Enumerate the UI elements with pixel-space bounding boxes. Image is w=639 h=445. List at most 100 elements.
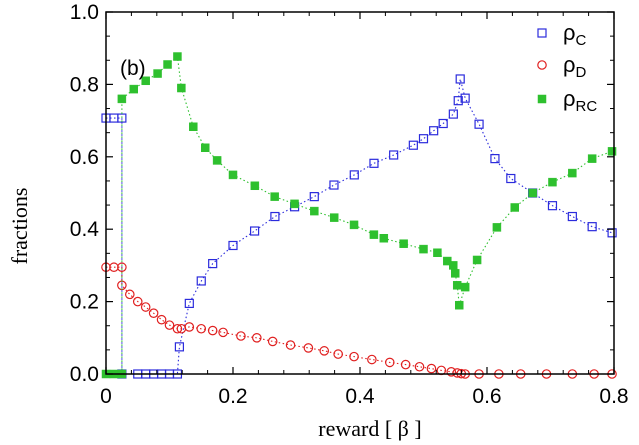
series-c-point [429,126,439,136]
series-rc-point [548,177,557,187]
series-rc-point [568,168,577,178]
series-c-point [455,74,465,84]
legend-marker-d [537,60,547,70]
series-d-point [367,354,377,365]
series-rc-point [270,192,279,201]
series-c-point [567,211,577,222]
series-c-point [547,201,558,211]
series-c-point [329,180,339,190]
series-d-point [446,367,457,377]
series-c-point [270,211,280,222]
ticks-group: 0 0.2 0.4 0.6 0.8 0.0 0.2 0.4 0.6 0.8 1.0 [70,1,629,408]
series-rc-point [329,213,339,222]
series-c-point [438,118,448,129]
series-c-point [349,170,359,180]
legend-label-d: ρD [563,52,587,81]
series-rc-line [106,55,613,375]
series-c-point [607,228,617,238]
legend-item-d: ρD [537,52,587,81]
series-c-point [408,140,418,150]
series-c-point [474,119,484,129]
x-tick-label: 0.4 [345,385,375,408]
series-d-point [117,262,127,273]
series-d-point [400,359,411,370]
series-d-point [218,327,228,338]
x-tick-label: 0.2 [218,385,247,408]
series-c-point [448,109,458,119]
series-rc-point [455,300,464,310]
series-d-point [140,302,151,312]
series-rc-point [117,94,127,104]
series-c-point [418,134,429,144]
series-c-point [208,258,218,269]
series-c-point [490,154,500,164]
series-d-point [285,340,296,350]
series-rc-point [472,255,482,265]
x-tick-label: 0 [100,385,112,408]
legend-marker-rc [537,94,547,104]
series-c-point [453,96,463,106]
y-tick-label: 0.4 [70,218,100,241]
legend-marker-c [537,28,547,38]
series-rc-point [510,203,519,212]
series-d-point [252,332,262,343]
series-rc-point [163,60,172,69]
series-d-point [196,323,207,334]
series-rc [101,52,617,379]
series-rc-point [379,234,389,243]
series-rc-point [492,223,502,232]
x-axis-label: reward [ β ] [318,416,421,441]
y-tick-label: 0.6 [70,146,99,169]
series-d-line [106,266,612,375]
series-d-point [384,357,395,368]
series-c-point [196,276,206,286]
series-rc-point [587,154,597,163]
series-rc-point [399,239,408,248]
series-d-point [303,343,314,353]
series-d-point [156,314,167,325]
series-c-point [174,342,185,352]
series-rc-point [528,188,537,198]
series-d-point [426,363,437,374]
series-c-point [460,93,470,103]
series-rc-point [228,170,238,180]
series-d-point [184,322,195,332]
y-axis-label: fractions [7,188,32,265]
series-c-point [587,222,597,232]
series-d-point [267,336,278,347]
y-tick-label: 0.2 [70,291,99,314]
series-c-point [309,192,319,202]
series-rc-point [419,244,428,254]
series-rc-point [452,281,462,290]
y-tick-label: 0.8 [70,73,99,96]
series-rc-point [177,83,186,93]
x-tick-label: 0.8 [599,385,628,408]
series-rc-point [153,69,162,78]
series-rc-point [129,84,138,94]
series-rc-point [173,52,182,61]
panel-label: (b) [120,57,146,80]
series-rc-point [443,256,452,266]
series-d-point [164,320,175,330]
series-rc-point [189,122,198,132]
series-rc-point [212,156,222,165]
series-d [101,262,617,379]
series-c-point [228,240,238,251]
legend: ρC ρD ρRC [537,20,597,115]
series-d-point [414,361,425,372]
series-c-point [506,173,516,184]
series-rc-point [451,269,460,278]
series-c-point [369,158,379,168]
series-d-point [319,346,330,356]
series-rc-point [369,230,379,239]
series-c-point [184,298,194,309]
series-c-point [117,113,127,123]
series-d-point [207,325,218,336]
y-tick-label: 0.0 [70,363,99,386]
series-d-point [333,349,343,359]
series-d-point [125,289,135,300]
series-rc-point [460,282,470,292]
series-rc-point [349,220,359,230]
series-d-point [132,296,143,307]
